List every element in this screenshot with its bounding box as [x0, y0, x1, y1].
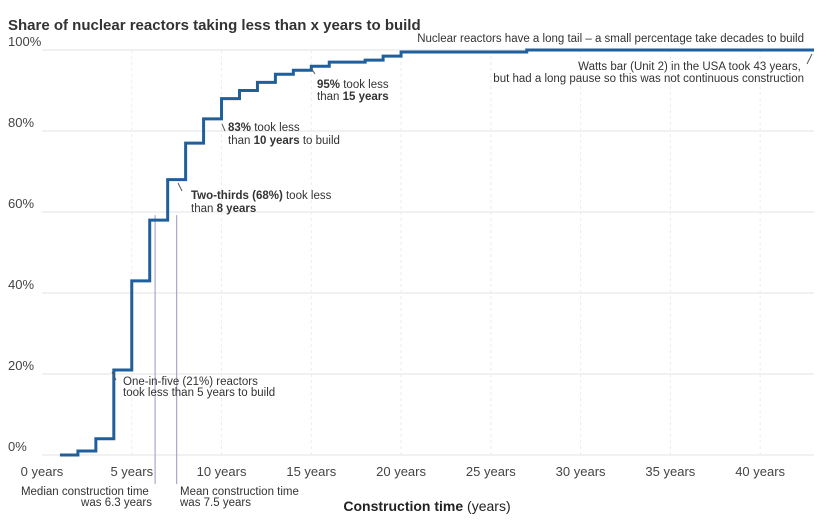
- annotation-68: Two-thirds (68%) took less than 8 years: [191, 190, 335, 215]
- annotation-21-line1: One-in-five (21%) reactors: [123, 376, 258, 388]
- annotation-long-tail: Nuclear reactors have a long tail – a sm…: [417, 33, 804, 45]
- pointer-83: [221, 123, 226, 132]
- pointer-95: [310, 67, 316, 75]
- annotation-83: 83% took less than 10 years to build: [228, 122, 340, 147]
- annotation-83-bold1: 83%: [228, 122, 251, 134]
- x-tick-label-3: 15 years: [286, 464, 336, 479]
- x-tick-label-8: 40 years: [735, 464, 785, 479]
- reference-lines: [154, 215, 178, 484]
- y-tick-label-2: 40%: [8, 277, 34, 292]
- y-axis-ticks: 0% 20% 40% 60% 80% 100%: [8, 34, 42, 454]
- annotation-83-rest3: to build: [300, 135, 340, 147]
- annotation-21-line2: took less than 5 years to build: [123, 387, 275, 399]
- pointer-watts-bar: [806, 53, 813, 65]
- annotation-watts-line2: but had a long pause so this was not con…: [493, 73, 804, 85]
- x-axis-ticks: 0 years 5 years 10 years 15 years 20 years 25…: [21, 464, 786, 479]
- annotation-68-rest2: than: [191, 203, 217, 215]
- x-axis-label-bold: Construction time: [343, 498, 463, 514]
- x-tick-label-1: 5 years: [110, 464, 153, 479]
- annotation-95-bold1: 95%: [317, 79, 340, 91]
- y-tick-label-3: 60%: [8, 196, 34, 211]
- x-tick-label-6: 30 years: [556, 464, 606, 479]
- gridlines: [42, 49, 814, 456]
- annotation-mean: Mean construction time was 7.5 years: [179, 486, 302, 509]
- x-axis-label: Construction time (years): [343, 498, 510, 514]
- x-tick-label-5: 25 years: [466, 464, 516, 479]
- annotation-95-rest2: than: [317, 91, 343, 103]
- annotation-68-bold2: 8 years: [217, 203, 257, 215]
- annotation-mean-line2: was 7.5 years: [179, 497, 251, 509]
- x-axis-label-rest: (years): [463, 498, 510, 514]
- annotation-68-bold1: Two-thirds (68%): [191, 190, 283, 202]
- y-tick-label-1: 20%: [8, 358, 34, 373]
- pointer-21: [111, 371, 117, 381]
- annotation-median-line1: Median construction time: [21, 486, 149, 498]
- annotation-mean-line1: Mean construction time: [180, 486, 299, 498]
- annotation-95-bold2: 15 years: [343, 91, 389, 103]
- annotation-21: One-in-five (21%) reactors took less tha…: [123, 376, 275, 399]
- annotation-83-rest1: took less: [251, 122, 300, 134]
- y-tick-label-4: 80%: [8, 115, 34, 130]
- series-line: [59, 48, 814, 457]
- x-tick-label-0: 0 years: [21, 464, 64, 479]
- x-tick-label-2: 10 years: [197, 464, 247, 479]
- annotation-95: 95% took less than 15 years: [317, 79, 392, 103]
- y-tick-label-0: 0%: [8, 439, 27, 454]
- x-tick-label-7: 35 years: [645, 464, 695, 479]
- annotation-watts-bar: Watts bar (Unit 2) in the USA took 43 ye…: [493, 61, 804, 85]
- annotation-pointers: [111, 53, 813, 381]
- annotation-83-rest2: than: [228, 135, 254, 147]
- x-tick-label-4: 20 years: [376, 464, 426, 479]
- annotation-83-bold2: 10 years: [254, 135, 300, 147]
- annotation-95-rest1: took less: [340, 79, 389, 91]
- annotation-median: Median construction time was 6.3 years: [21, 486, 152, 509]
- chart-title: Share of nuclear reactors taking less th…: [8, 17, 421, 34]
- annotation-median-line2: was 6.3 years: [80, 497, 152, 509]
- y-tick-label-5: 100%: [8, 34, 42, 49]
- annotation-68-rest1: took less: [283, 190, 332, 202]
- pointer-68: [177, 182, 183, 192]
- annotation-watts-line1: Watts bar (Unit 2) in the USA took 43 ye…: [578, 61, 801, 73]
